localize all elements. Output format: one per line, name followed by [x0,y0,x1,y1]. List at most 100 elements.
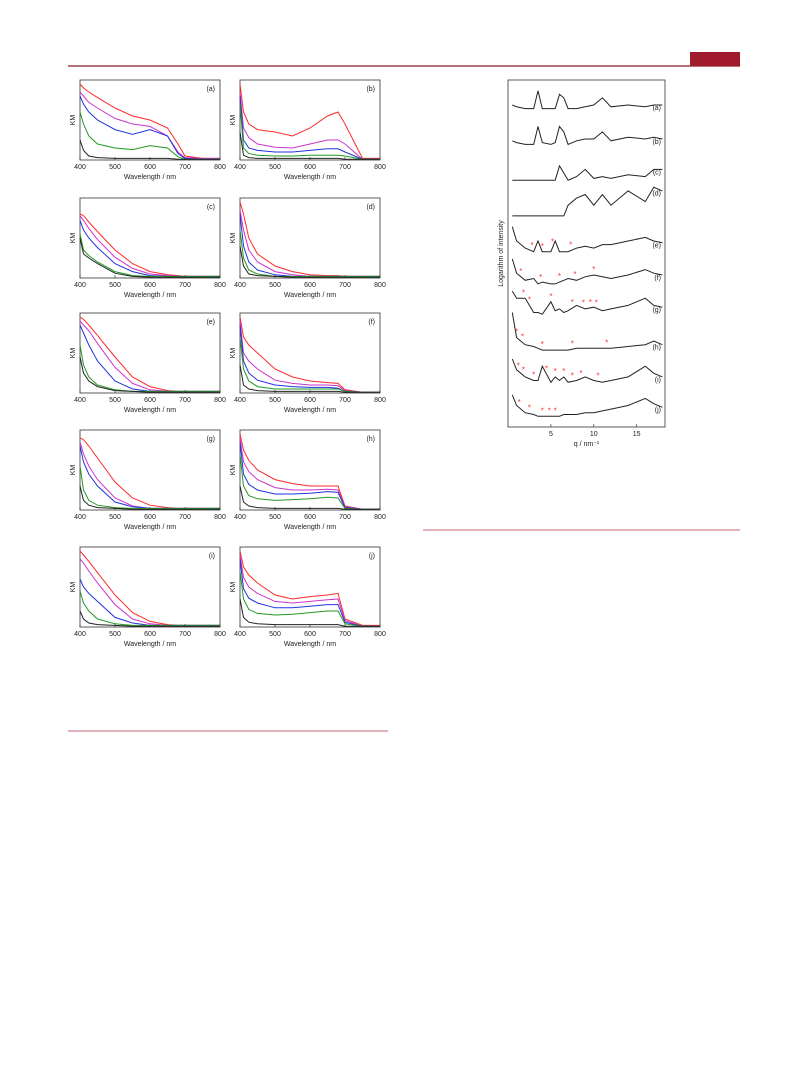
plot-frame [79,312,221,394]
x-tick-label: 800 [214,282,226,289]
peak-marker: * [551,238,554,247]
peak-marker: * [571,371,574,380]
panel-label: (h) [366,436,375,443]
x-tick-label: 10 [590,431,598,438]
x-tick-label: 500 [269,631,281,638]
plot-frame [239,79,381,161]
trace-label: (g) [652,307,661,314]
data-line [239,320,380,393]
trace-label: (j) [655,407,661,414]
peak-marker: * [541,242,544,251]
x-axis-label: Wavelength / nm [124,524,176,531]
peak-marker: * [548,406,551,415]
trace-label: (e) [652,243,661,250]
y-axis-label: KM [70,233,77,244]
panel-label: (a) [206,86,215,93]
y-axis-label: KM [230,233,237,244]
peak-marker: * [589,298,592,307]
data-line [79,445,220,509]
data-line [511,358,663,384]
plot-frame [507,79,666,428]
x-tick-label: 500 [269,397,281,404]
data-line [239,131,380,160]
x-tick-label: 500 [109,631,121,638]
data-line [79,344,220,392]
peak-marker: * [569,241,572,250]
data-line [239,433,380,510]
data-line [239,558,380,627]
data-line [239,364,380,393]
x-tick-label: 700 [179,282,191,289]
x-tick-label: 400 [234,164,246,171]
data-line [239,209,380,277]
trace-label: (d) [652,191,661,198]
data-line [511,290,663,315]
x-tick-label: 400 [74,282,86,289]
x-axis-label: Wavelength / nm [124,407,176,414]
peak-marker: * [522,288,525,297]
y-axis-label: KM [70,348,77,359]
data-line [239,336,380,393]
x-tick-label: 5 [549,431,553,438]
peak-marker: * [558,272,561,281]
x-tick-label: 800 [214,164,226,171]
data-line [79,213,220,277]
x-tick-label: 400 [234,631,246,638]
peak-marker: * [579,369,582,378]
peak-marker: * [554,367,557,376]
x-tick-label: 700 [339,282,351,289]
data-line [239,441,380,510]
panel-label: (j) [369,553,375,560]
x-tick-label: 400 [234,282,246,289]
x-tick-label: 400 [74,631,86,638]
x-tick-label: 500 [269,164,281,171]
peak-marker: * [519,267,522,276]
data-line [239,245,380,278]
peak-marker: * [582,298,585,307]
x-axis-label: Wavelength / nm [284,292,336,299]
x-tick-label: 500 [109,282,121,289]
x-tick-label: 400 [234,397,246,404]
peak-marker: * [522,366,525,375]
x-tick-label: 600 [144,514,156,521]
header-tab [690,52,740,66]
y-axis-label: KM [70,582,77,593]
trace-label: (b) [652,139,661,146]
x-tick-label: 800 [374,397,386,404]
data-line [79,578,220,626]
peak-marker: * [541,406,544,415]
peak-marker: * [605,338,608,347]
peak-marker: * [545,364,548,373]
peak-marker: * [571,339,574,348]
data-line [79,324,220,392]
data-line [239,316,380,393]
data-line [239,91,380,160]
data-line [79,485,220,510]
x-tick-label: 600 [144,282,156,289]
data-line [79,220,220,277]
x-tick-label: 400 [74,397,86,404]
x-tick-label: 700 [339,164,351,171]
x-tick-label: 600 [304,514,316,521]
trace-label: (c) [653,169,661,176]
peak-marker: * [549,292,552,301]
y-axis-label: KM [70,115,77,126]
x-tick-label: 800 [374,631,386,638]
trace-label: (h) [652,345,661,352]
y-axis-label: KM [230,465,237,476]
x-tick-label: 600 [304,282,316,289]
x-tick-label: 500 [109,164,121,171]
data-line [239,83,380,159]
peak-marker: * [521,333,524,342]
plot-frame [79,429,221,511]
data-line [239,554,380,627]
peak-marker: * [554,406,557,415]
x-tick-label: 500 [269,514,281,521]
data-line [79,83,220,159]
data-line [79,320,220,392]
data-line [512,186,663,217]
x-tick-label: 800 [214,397,226,404]
x-tick-label: 400 [74,164,86,171]
x-tick-label: 600 [304,631,316,638]
